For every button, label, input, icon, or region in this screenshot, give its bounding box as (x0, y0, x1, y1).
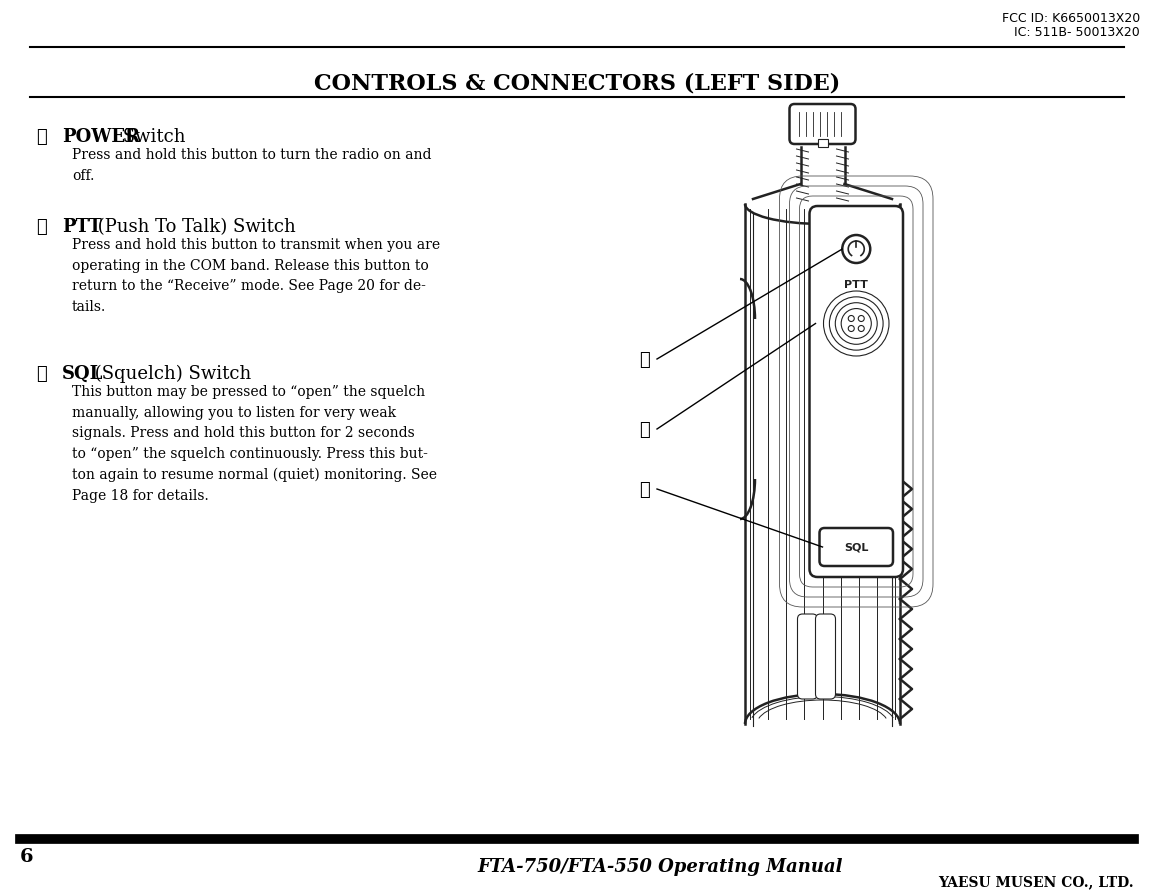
Text: ③: ③ (639, 480, 651, 499)
Text: ③: ③ (36, 365, 47, 383)
Text: SQL: SQL (62, 365, 104, 383)
Ellipse shape (830, 298, 883, 350)
Text: ①: ① (639, 350, 651, 368)
Ellipse shape (824, 291, 889, 357)
Circle shape (842, 236, 870, 264)
Circle shape (848, 316, 854, 322)
FancyBboxPatch shape (797, 614, 817, 699)
Text: ②: ② (639, 420, 651, 439)
Text: YAESU MUSEN CO., LTD.: YAESU MUSEN CO., LTD. (938, 874, 1134, 888)
Text: PTT: PTT (845, 280, 868, 290)
FancyBboxPatch shape (809, 207, 902, 578)
Ellipse shape (835, 303, 877, 345)
FancyBboxPatch shape (819, 528, 893, 567)
Text: PTT: PTT (62, 218, 102, 236)
Text: (Squelch) Switch: (Squelch) Switch (89, 365, 252, 383)
Circle shape (859, 326, 864, 333)
Text: (Push To Talk) Switch: (Push To Talk) Switch (92, 218, 295, 236)
Ellipse shape (841, 309, 871, 339)
Text: FTA-750/FTA-550 Operating Manual: FTA-750/FTA-550 Operating Manual (478, 857, 842, 875)
Text: IC: 511B- 50013X20: IC: 511B- 50013X20 (1014, 26, 1140, 39)
Text: FCC ID: K6650013X20: FCC ID: K6650013X20 (1002, 12, 1140, 25)
Text: ①: ① (36, 128, 47, 146)
Bar (817, 139, 827, 148)
Text: Press and hold this button to turn the radio on and
off.: Press and hold this button to turn the r… (72, 148, 432, 182)
Text: SQL: SQL (844, 543, 869, 552)
Text: CONTROLS & CONNECTORS (LEFT SIDE): CONTROLS & CONNECTORS (LEFT SIDE) (314, 72, 840, 94)
Text: Switch: Switch (117, 128, 186, 146)
FancyBboxPatch shape (816, 614, 835, 699)
Text: ②: ② (36, 218, 47, 236)
Text: 6: 6 (20, 847, 33, 865)
Circle shape (859, 316, 864, 322)
Text: Press and hold this button to transmit when you are
operating in the COM band. R: Press and hold this button to transmit w… (72, 238, 440, 314)
Circle shape (848, 326, 854, 333)
Text: POWER: POWER (62, 128, 140, 146)
Text: This button may be pressed to “open” the squelch
manually, allowing you to liste: This button may be pressed to “open” the… (72, 384, 437, 502)
FancyBboxPatch shape (789, 105, 855, 145)
